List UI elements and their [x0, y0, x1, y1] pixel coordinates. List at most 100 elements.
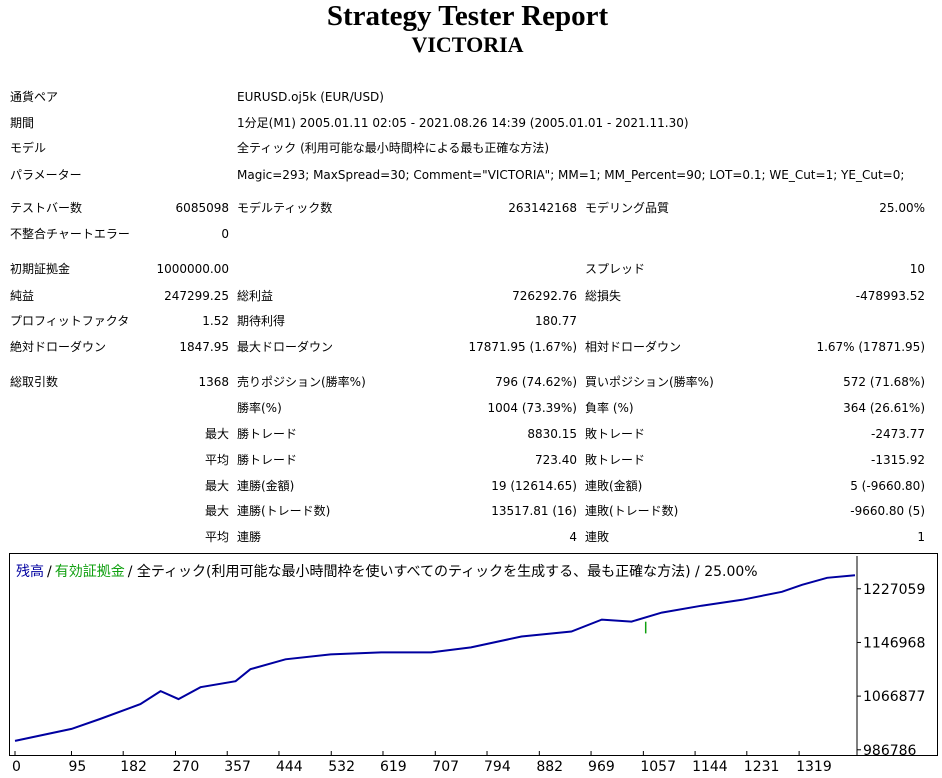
stat-label: 連敗(トレード数) — [585, 504, 679, 518]
stat-label: 連勝(トレード数) — [237, 504, 331, 518]
stat-label: 勝率(%) — [237, 401, 282, 415]
stat-value: 1847.95 — [179, 340, 229, 354]
stat-label: 負率 (%) — [585, 401, 634, 415]
stat-label: 最大ドローダウン — [237, 340, 334, 354]
info-value: EURUSD.oj5k (EUR/USD) — [237, 90, 384, 104]
x-tick-label: 1319 — [796, 759, 832, 775]
x-tick-label: 1057 — [640, 759, 676, 775]
stat-value: 4 — [569, 530, 577, 544]
x-tick-label: 969 — [588, 759, 615, 775]
stat-label: 買いポジション(勝率%) — [585, 375, 714, 389]
stat-label: 勝トレード — [237, 453, 298, 467]
info-value: 1分足(M1) 2005.01.11 02:05 - 2021.08.26 14… — [237, 116, 689, 130]
legend-note: / 全ティック(利用可能な最小時間枠を使いすべてのティックを生成する、最も正確な… — [128, 563, 758, 580]
stat-value: 1.67% (17871.95) — [816, 340, 925, 354]
legend: 残高 / 有効証拠金 / 全ティック(利用可能な最小時間枠を使いすべてのティックを生成… — [16, 563, 758, 580]
stat-value: 19 (12614.65) — [491, 479, 577, 493]
info-label: パラメーター — [10, 168, 82, 182]
stat-value: 1.52 — [202, 314, 229, 328]
x-tick-label: 0 — [12, 759, 21, 775]
stat-value: 平均 — [204, 453, 229, 467]
stat-label: モデルティック数 — [237, 201, 333, 215]
info-label: モデル — [10, 141, 47, 155]
x-tick-label: 619 — [380, 759, 407, 775]
stat-label: プロフィットファクタ — [10, 314, 130, 328]
legend-equity: 有効証拠金 — [55, 564, 125, 580]
stat-value: 726292.76 — [512, 289, 577, 303]
x-tick-label: 532 — [328, 759, 355, 775]
stat-value: 263142168 — [508, 201, 577, 215]
stat-label: 連勝(金額) — [237, 479, 295, 493]
stat-value: 最大 — [204, 504, 229, 518]
stat-value: 180.77 — [535, 314, 577, 328]
info-value: Magic=293; MaxSpread=30; Comment="VICTOR… — [237, 168, 905, 182]
x-tick-label: 444 — [276, 759, 303, 775]
stat-value: 796 (74.62%) — [495, 375, 577, 389]
info-value: 全ティック (利用可能な最小時間枠による最も正確な方法) — [237, 141, 550, 155]
series-line — [14, 574, 856, 742]
y-tick-label: 1146968 — [863, 635, 925, 651]
y-tick-label: 986786 — [863, 743, 917, 759]
stat-value: 572 (71.68%) — [843, 375, 925, 389]
stat-label: 不整合チャートエラー — [10, 227, 130, 241]
stat-label: モデリング品質 — [585, 201, 670, 215]
x-tick-label: 95 — [68, 759, 86, 775]
stat-value: 364 (26.61%) — [843, 401, 925, 415]
stat-value: 平均 — [204, 530, 229, 544]
stat-value: 最大 — [204, 479, 229, 493]
y-tick-label: 1066877 — [863, 689, 925, 705]
stat-value: 6085098 — [175, 201, 229, 215]
stat-label: 連勝 — [237, 530, 262, 544]
stat-value: 25.00% — [879, 201, 925, 215]
stat-label: 連敗(金額) — [585, 479, 643, 493]
stat-label: 売りポジション(勝率%) — [237, 375, 366, 389]
stat-label: 総取引数 — [10, 375, 59, 389]
stat-label: 総損失 — [585, 289, 622, 303]
legend-balance: 残高 — [16, 563, 44, 580]
stat-label: 初期証拠金 — [10, 262, 71, 276]
stat-value: 1 — [917, 530, 925, 544]
stat-label: 敗トレード — [585, 427, 646, 441]
stat-value: 1368 — [198, 375, 229, 389]
info-label: 通貨ペア — [10, 90, 59, 104]
x-tick-label: 882 — [536, 759, 563, 775]
stat-label: 期待利得 — [237, 314, 286, 328]
x-tick-label: 707 — [432, 759, 459, 775]
x-tick-label: 794 — [484, 759, 511, 775]
stat-label: 総利益 — [237, 289, 274, 303]
stat-value: 5 (-9660.80) — [850, 479, 925, 493]
stat-value: 17871.95 (1.67%) — [468, 340, 577, 354]
x-tick-label: 357 — [224, 759, 251, 775]
stat-label: 絶対ドローダウン — [10, 340, 107, 354]
stat-value: 8830.15 — [527, 427, 577, 441]
subtitle: VICTORIA — [411, 32, 524, 57]
stat-label: 勝トレード — [237, 427, 298, 441]
stat-value: 最大 — [204, 427, 229, 441]
stat-label: 相対ドローダウン — [585, 340, 682, 354]
x-tick-label: 182 — [120, 759, 147, 775]
stat-label: テストバー数 — [10, 201, 83, 215]
stat-label: 純益 — [10, 289, 35, 303]
title: Strategy Tester Report — [326, 0, 609, 32]
stat-value: 1000000.00 — [156, 262, 229, 276]
stat-value: 247299.25 — [164, 289, 229, 303]
stat-value: 10 — [909, 262, 925, 276]
info-label: 期間 — [10, 116, 35, 130]
stat-value: -9660.80 (5) — [850, 504, 925, 518]
y-tick-label: 1227059 — [863, 582, 925, 598]
stat-value: 13517.81 (16) — [491, 504, 577, 518]
legend-separator: / — [47, 564, 52, 580]
stat-label: 敗トレード — [585, 453, 646, 467]
stat-value: -1315.92 — [871, 453, 925, 467]
stat-value: 723.40 — [535, 453, 577, 467]
stat-value: 0 — [221, 227, 229, 241]
stat-label: スプレッド — [585, 262, 646, 276]
stat-value: 1004 (73.39%) — [487, 401, 577, 415]
stat-label: 連敗 — [585, 530, 610, 544]
x-tick-label: 1144 — [692, 759, 728, 775]
x-tick-label: 1231 — [744, 759, 780, 775]
chart-frame — [9, 553, 938, 756]
stat-value: -478993.52 — [855, 289, 925, 303]
